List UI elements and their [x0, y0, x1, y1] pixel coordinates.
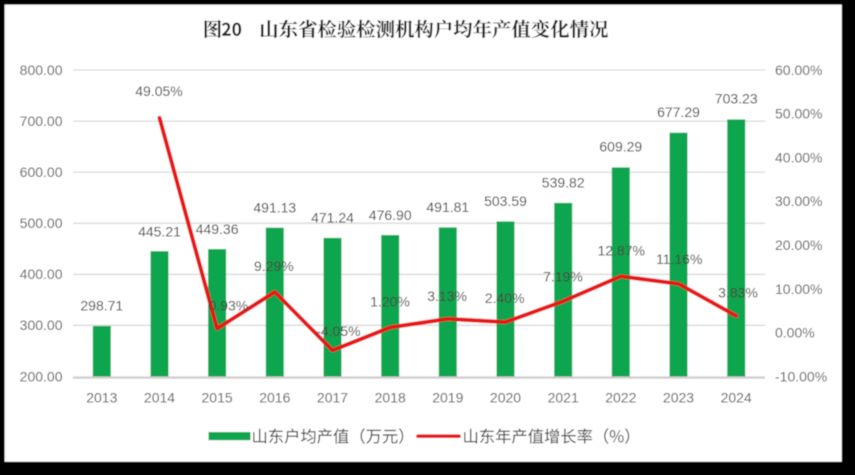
svg-text:12.87%: 12.87% [597, 243, 644, 259]
svg-text:449.36: 449.36 [196, 221, 239, 237]
svg-text:539.82: 539.82 [542, 175, 585, 191]
svg-text:677.29: 677.29 [657, 104, 700, 120]
svg-text:40.00%: 40.00% [775, 149, 822, 165]
svg-text:2018: 2018 [375, 389, 406, 405]
svg-text:703.23: 703.23 [715, 91, 758, 107]
svg-text:300.00: 300.00 [20, 317, 63, 333]
svg-text:2019: 2019 [432, 389, 463, 405]
svg-text:2023: 2023 [663, 389, 694, 405]
svg-text:500.00: 500.00 [20, 215, 63, 231]
svg-text:60.00%: 60.00% [775, 62, 822, 78]
svg-text:-10.00%: -10.00% [775, 368, 827, 384]
svg-text:2021: 2021 [548, 389, 579, 405]
svg-text:2.40%: 2.40% [485, 290, 525, 306]
svg-text:50.00%: 50.00% [775, 106, 822, 122]
svg-text:2016: 2016 [259, 389, 290, 405]
svg-text:400.00: 400.00 [20, 266, 63, 282]
svg-text:200.00: 200.00 [20, 368, 63, 384]
svg-text:476.90: 476.90 [369, 207, 412, 223]
svg-text:9.29%: 9.29% [254, 258, 294, 274]
svg-text:503.59: 503.59 [484, 193, 527, 209]
svg-text:2017: 2017 [317, 389, 348, 405]
svg-text:491.81: 491.81 [426, 199, 469, 215]
svg-text:20.00%: 20.00% [775, 237, 822, 253]
svg-text:11.16%: 11.16% [656, 251, 702, 267]
svg-text:0.00%: 0.00% [775, 325, 815, 341]
svg-text:2020: 2020 [490, 389, 521, 405]
svg-text:3.13%: 3.13% [427, 288, 467, 304]
svg-text:700.00: 700.00 [20, 113, 63, 129]
svg-text:49.05%: 49.05% [135, 83, 182, 99]
svg-text:2015: 2015 [202, 389, 233, 405]
svg-text:445.21: 445.21 [138, 224, 181, 240]
svg-text:600.00: 600.00 [20, 164, 63, 180]
svg-text:7.19%: 7.19% [543, 269, 583, 285]
svg-text:-4.05%: -4.05% [316, 323, 360, 339]
svg-text:0.93%: 0.93% [209, 298, 249, 314]
svg-text:1.20%: 1.20% [370, 294, 410, 310]
svg-text:491.13: 491.13 [253, 200, 296, 216]
svg-text:2014: 2014 [144, 389, 175, 405]
svg-text:2022: 2022 [605, 389, 636, 405]
svg-text:298.71: 298.71 [80, 298, 123, 314]
svg-text:10.00%: 10.00% [775, 281, 822, 297]
svg-text:2024: 2024 [721, 389, 752, 405]
svg-text:800.00: 800.00 [20, 62, 63, 78]
svg-text:471.24: 471.24 [311, 210, 354, 226]
svg-text:30.00%: 30.00% [775, 193, 822, 209]
svg-text:3.83%: 3.83% [718, 285, 758, 301]
svg-text:2013: 2013 [86, 389, 117, 405]
svg-text:609.29: 609.29 [599, 139, 642, 155]
